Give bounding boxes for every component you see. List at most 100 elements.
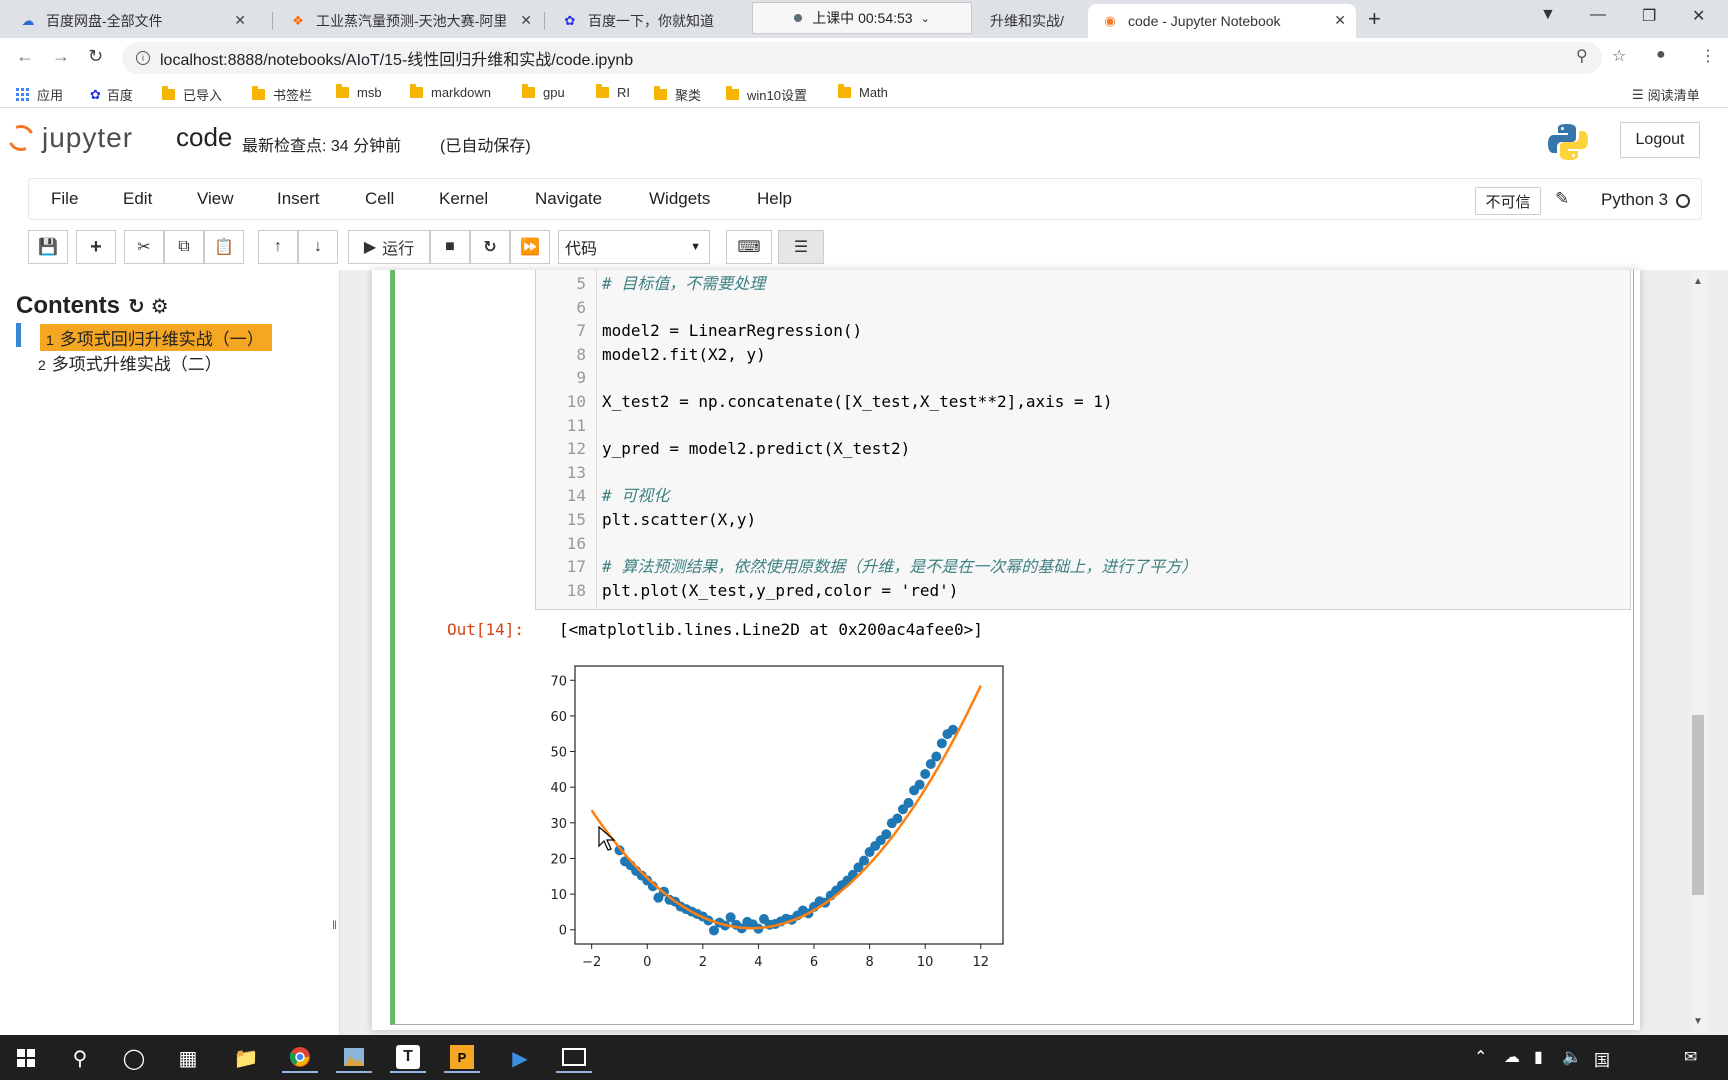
notification-icon[interactable]: ✉ bbox=[1684, 1049, 1698, 1066]
copy-button[interactable]: ⧉ bbox=[164, 230, 204, 264]
scroll-up-arrow-icon[interactable]: ▲ bbox=[1693, 276, 1703, 287]
photo-app-icon[interactable] bbox=[336, 1043, 372, 1073]
code-line[interactable]: 13 bbox=[536, 461, 1626, 484]
profile-icon[interactable]: ● bbox=[1656, 46, 1666, 63]
forward-arrow-icon[interactable]: → bbox=[52, 46, 70, 66]
browser-tab-jupyter-code[interactable]: ◉ code - Jupyter Notebook ✕ bbox=[1088, 4, 1356, 38]
menu-view[interactable]: View bbox=[197, 189, 234, 208]
chrome-icon[interactable] bbox=[282, 1043, 318, 1073]
search-icon[interactable]: ⚲ bbox=[72, 1047, 88, 1070]
refresh-icon[interactable]: ↻ bbox=[128, 295, 145, 318]
bookmark-folder-msb[interactable]: msb bbox=[336, 84, 382, 100]
code-text[interactable]: # 可视化 bbox=[602, 486, 670, 506]
bookmark-folder-win10[interactable]: win10设置 bbox=[726, 85, 807, 104]
bookmark-folder-math[interactable]: Math bbox=[838, 84, 888, 100]
menu-kernel[interactable]: Kernel bbox=[439, 189, 489, 208]
bookmark-apps[interactable]: 应用 bbox=[16, 85, 63, 104]
code-text[interactable]: X_test2 = np.concatenate([X_test,X_test*… bbox=[602, 392, 1113, 411]
restart-button[interactable]: ↻ bbox=[470, 230, 510, 264]
close-icon[interactable]: ✕ bbox=[520, 12, 532, 28]
browser-tab-folder[interactable]: 升维和实战/ bbox=[976, 4, 1086, 38]
browser-tab-aliyun[interactable]: ❖ 工业蒸汽量预测-天池大赛-阿里云 ✕ bbox=[276, 4, 542, 38]
chevron-up-icon[interactable]: ⌃ bbox=[1474, 1049, 1488, 1066]
trusted-indicator[interactable]: 不可信 bbox=[1475, 187, 1541, 215]
bookmark-folder-cluster[interactable]: 聚类 bbox=[654, 85, 701, 104]
task-view-icon[interactable]: ▦ bbox=[178, 1047, 198, 1070]
zoom-icon[interactable]: ⚲ bbox=[1576, 48, 1588, 65]
browser-tab-baidu[interactable]: ✿ 百度一下，你就知道 bbox=[548, 4, 748, 38]
media-icon[interactable]: ▶ bbox=[512, 1047, 528, 1070]
cell-type-select[interactable]: 代码 ▼ bbox=[558, 230, 710, 264]
code-line[interactable]: 10 X_test2 = np.concatenate([X_test,X_tes… bbox=[536, 390, 1626, 413]
menu-cell[interactable]: Cell bbox=[365, 189, 395, 208]
save-button[interactable]: 💾 bbox=[28, 230, 68, 264]
toc-item-2[interactable]: 2 多项式升维实战（二） bbox=[38, 350, 222, 375]
code-line[interactable]: 9 bbox=[536, 366, 1626, 389]
insert-cell-button[interactable]: + bbox=[76, 230, 116, 264]
restart-run-all-button[interactable]: ⏩ bbox=[510, 230, 550, 264]
code-line[interactable]: 15 plt.scatter(X,y) bbox=[536, 508, 1626, 531]
close-icon[interactable]: ✕ bbox=[1334, 12, 1346, 28]
code-text[interactable]: # 目标值，不需要处理 bbox=[602, 274, 766, 293]
scrollbar-thumb[interactable] bbox=[1692, 715, 1704, 895]
menu-help[interactable]: Help bbox=[757, 189, 792, 208]
bookmark-folder-ri[interactable]: RI bbox=[596, 84, 630, 100]
code-line[interactable]: 7 model2 = LinearRegression() bbox=[536, 319, 1626, 342]
scroll-down-arrow-icon[interactable]: ▼ bbox=[1693, 1016, 1703, 1027]
code-line[interactable]: 17 # 算法预测结果，依然使用原数据（升维，是不是在一次幂的基础上，进行了平方） bbox=[536, 555, 1626, 578]
code-text[interactable]: model2.fit(X2, y) bbox=[602, 344, 766, 364]
pycharm-icon[interactable]: P bbox=[444, 1043, 480, 1073]
code-line[interactable]: 5 # 目标值，不需要处理 bbox=[536, 272, 1626, 295]
volume-icon[interactable]: 🔈 bbox=[1562, 1049, 1582, 1066]
cortana-icon[interactable]: ◯ bbox=[122, 1047, 146, 1070]
code-editor[interactable]: 5 # 目标值，不需要处理 6 7 model2 = LinearRegression(… bbox=[535, 270, 1631, 610]
code-line[interactable]: 8 model2.fit(X2, y) bbox=[536, 343, 1626, 366]
gear-icon[interactable]: ⚙ bbox=[150, 295, 169, 318]
toc-toggle-button[interactable]: ☰ bbox=[778, 230, 824, 264]
interrupt-button[interactable]: ■ bbox=[430, 230, 470, 264]
code-text[interactable]: # 算法预测结果，依然使用原数据（升维，是不是在一次幂的基础上，进行了平方） bbox=[602, 557, 1198, 577]
command-palette-button[interactable]: ⌨ bbox=[726, 230, 772, 264]
toc-item-1[interactable]: 1 多项式回归升维实战（一） bbox=[40, 324, 272, 351]
code-line[interactable]: 16 bbox=[536, 532, 1626, 555]
language-icon[interactable]: 国 bbox=[1594, 1053, 1611, 1070]
back-arrow-icon[interactable]: ← bbox=[16, 46, 34, 66]
site-info-icon[interactable]: i bbox=[136, 51, 150, 65]
kernel-name[interactable]: Python 3 bbox=[1601, 190, 1669, 209]
menu-insert[interactable]: Insert bbox=[277, 189, 320, 208]
move-down-button[interactable]: ↓ bbox=[298, 230, 338, 264]
menu-edit[interactable]: Edit bbox=[123, 189, 153, 208]
recording-overlay[interactable]: 上课中 00:54:53 ⌄ bbox=[752, 2, 972, 34]
file-explorer-icon[interactable]: 📁 bbox=[233, 1047, 259, 1070]
address-bar[interactable]: i localhost:8888/notebooks/AIoT/15-线性回归升… bbox=[122, 42, 1602, 74]
reload-icon[interactable]: ↻ bbox=[88, 46, 104, 66]
pencil-icon[interactable]: ✎ bbox=[1555, 189, 1570, 208]
code-line[interactable]: 11 bbox=[536, 414, 1626, 437]
windows-start-icon[interactable] bbox=[8, 1043, 44, 1073]
move-up-button[interactable]: ↑ bbox=[258, 230, 298, 264]
code-line[interactable]: 14 # 可视化 bbox=[536, 484, 1626, 507]
code-text[interactable]: plt.plot(X_test,y_pred,color = 'red') bbox=[602, 580, 959, 600]
run-button[interactable]: ▶ 运行 bbox=[348, 230, 430, 264]
paste-button[interactable]: 📋 bbox=[204, 230, 244, 264]
url-text[interactable]: localhost:8888/notebooks/AIoT/15-线性回归升维和… bbox=[160, 52, 634, 69]
bookmark-folder-imported[interactable]: 已导入 bbox=[162, 85, 222, 104]
code-line[interactable]: 18 plt.plot(X_test,y_pred,color = 'red') bbox=[536, 579, 1626, 602]
reading-list[interactable]: ☰ 阅读清单 bbox=[1632, 85, 1700, 104]
code-text[interactable]: model2 = LinearRegression() bbox=[602, 321, 863, 341]
kebab-menu-icon[interactable]: ⋮ bbox=[1700, 48, 1716, 65]
terminal-icon[interactable] bbox=[556, 1043, 592, 1073]
new-tab-plus-icon[interactable]: + bbox=[1368, 6, 1381, 31]
bookmark-baidu[interactable]: ✿ 百度 bbox=[90, 85, 133, 104]
logout-button[interactable]: Logout bbox=[1620, 122, 1700, 158]
code-text[interactable]: y_pred = model2.predict(X_test2) bbox=[602, 439, 911, 459]
cloud-icon[interactable]: ☁ bbox=[1504, 1049, 1520, 1066]
restore-icon[interactable]: ❐ bbox=[1642, 8, 1657, 25]
code-line[interactable]: 6 bbox=[536, 296, 1626, 319]
typora-icon[interactable]: T bbox=[390, 1043, 426, 1073]
star-bookmark-icon[interactable]: ☆ bbox=[1612, 48, 1627, 65]
battery-icon[interactable]: ▮ bbox=[1534, 1049, 1543, 1066]
menu-widgets[interactable]: Widgets bbox=[649, 189, 711, 208]
code-cell-selected[interactable]: 5 # 目标值，不需要处理 6 7 model2 = LinearRegression(… bbox=[390, 270, 1634, 1025]
window-close-icon[interactable]: ✕ bbox=[1692, 8, 1706, 25]
